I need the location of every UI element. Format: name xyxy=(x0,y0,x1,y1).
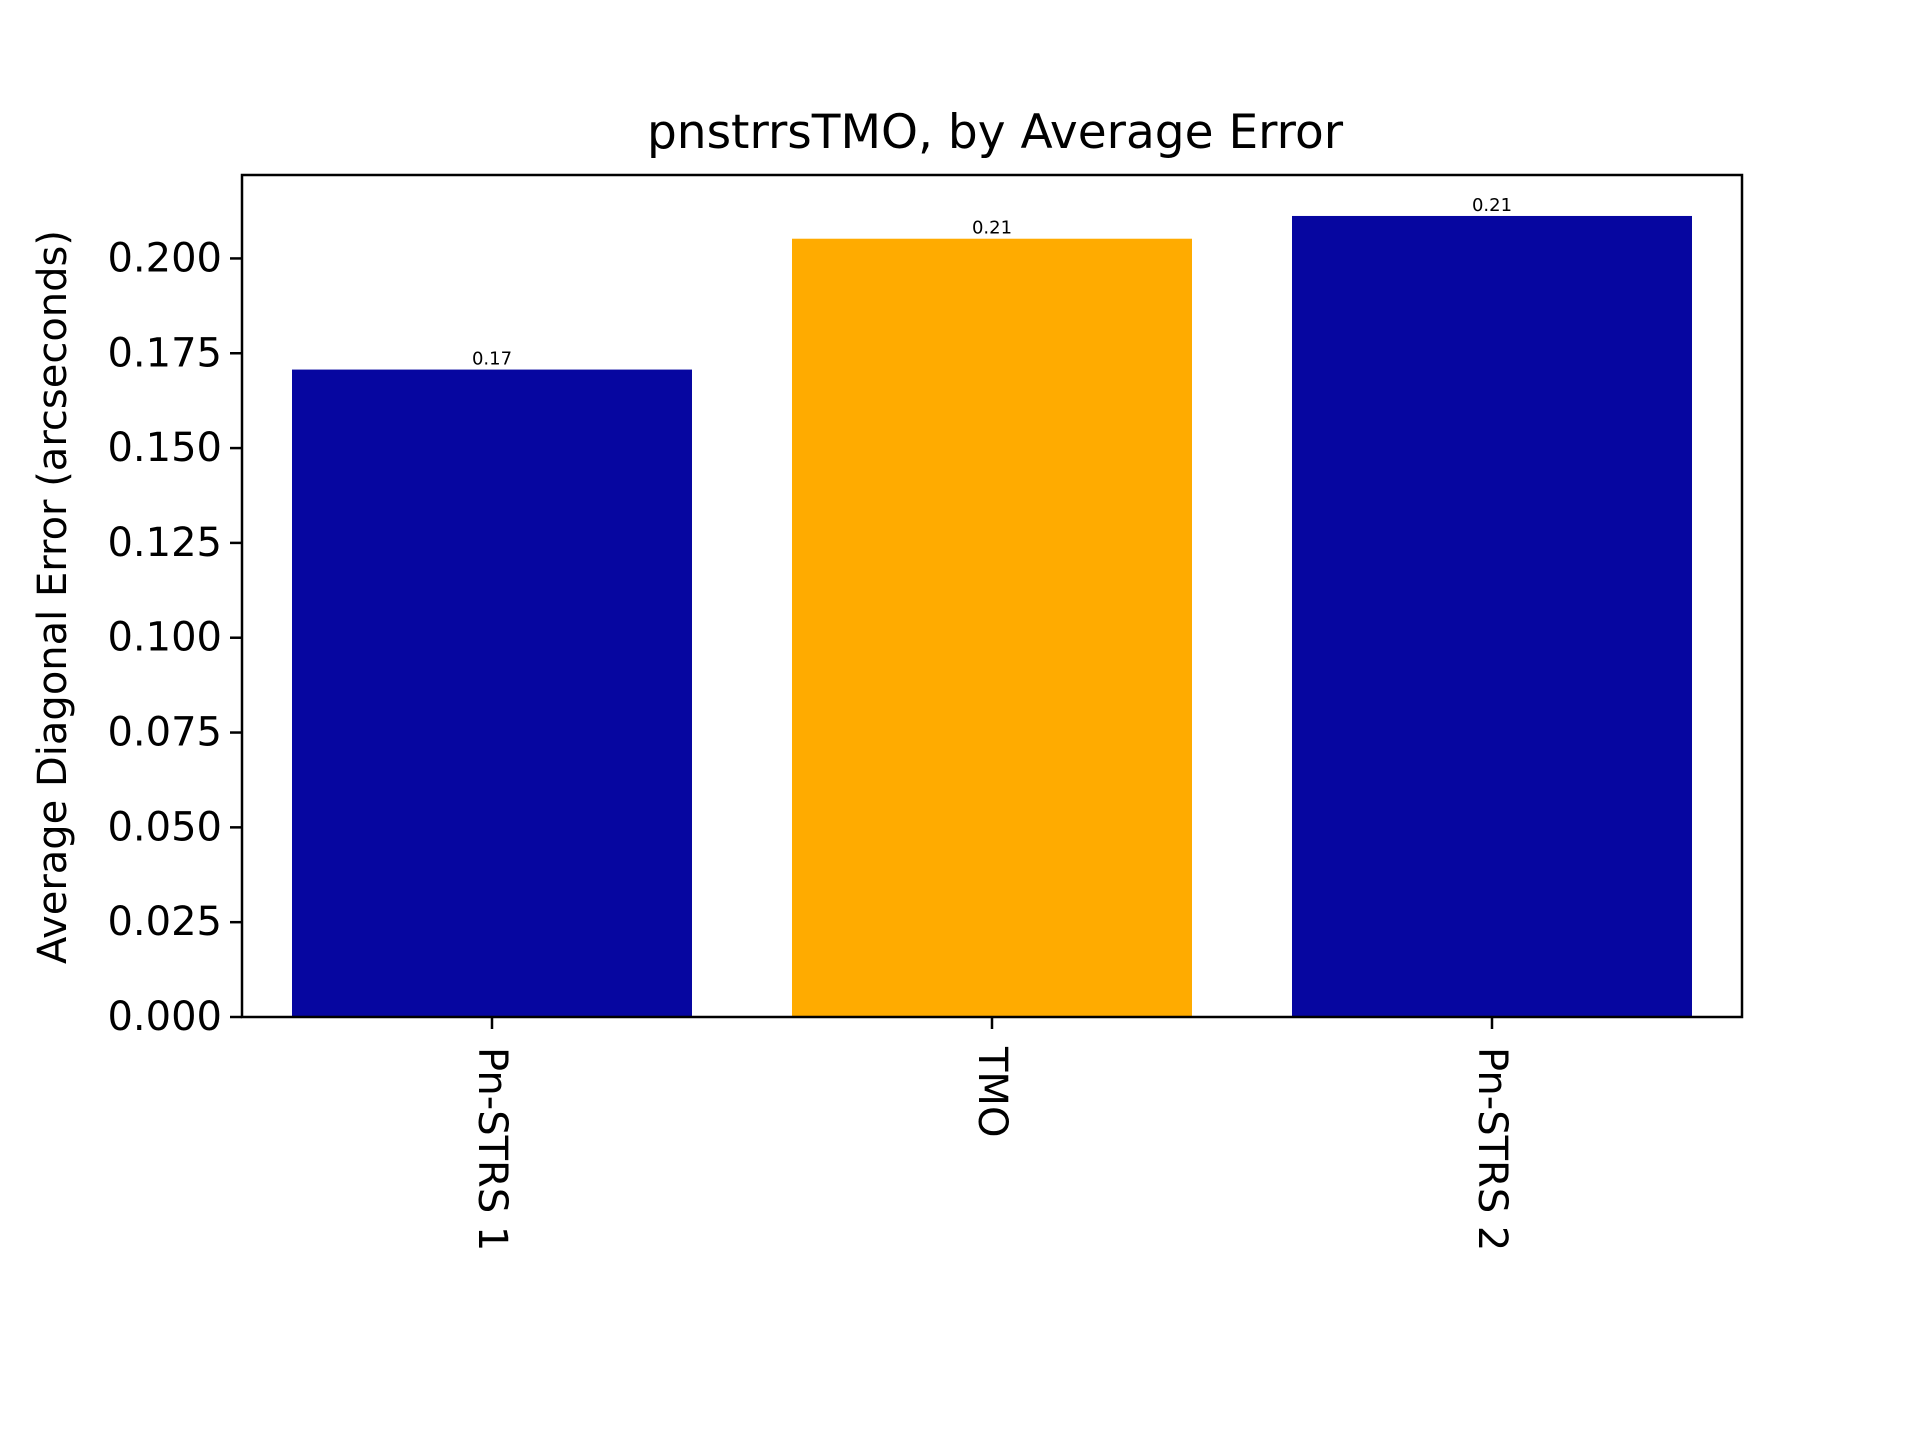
bar-1 xyxy=(792,238,1192,1017)
y-tick-label-5: 0.125 xyxy=(107,520,222,566)
data-label-0: 0.17 xyxy=(472,349,512,370)
x-tick-label-2: Pn-STRS 2 xyxy=(1469,1047,1515,1251)
y-tick-label-8: 0.200 xyxy=(107,235,222,281)
data-labels-layer: 0.17 0.21 0.21 xyxy=(472,195,1512,370)
chart-title: pnstrrsTMO, by Average Error xyxy=(647,105,1344,160)
y-tick-label-7: 0.175 xyxy=(107,330,222,376)
bar-2 xyxy=(1292,215,1692,1017)
y-tick-label-1: 0.025 xyxy=(107,899,222,945)
y-tick-label-4: 0.100 xyxy=(107,615,222,661)
y-tick-label-3: 0.075 xyxy=(107,710,222,756)
y-axis-ticks: 0.000 0.025 0.050 0.075 0.100 0.125 0.150 0.175… xyxy=(107,235,242,1040)
data-label-1: 0.21 xyxy=(972,218,1012,239)
bar-0 xyxy=(292,369,692,1017)
y-axis-label: Average Diagonal Error (arcseconds) xyxy=(30,230,76,964)
data-label-2: 0.21 xyxy=(1472,195,1512,216)
bars-layer xyxy=(292,215,1692,1017)
y-tick-label-0: 0.000 xyxy=(107,994,222,1040)
plot-frame xyxy=(240,173,1744,1019)
y-tick-label-6: 0.150 xyxy=(107,425,222,471)
x-axis-ticks: Pn-STRS 1 TMO Pn-STRS 2 xyxy=(469,1017,1515,1251)
x-tick-label-0: Pn-STRS 1 xyxy=(469,1047,515,1251)
x-tick-label-1: TMO xyxy=(969,1046,1015,1137)
y-tick-label-2: 0.050 xyxy=(107,804,222,850)
